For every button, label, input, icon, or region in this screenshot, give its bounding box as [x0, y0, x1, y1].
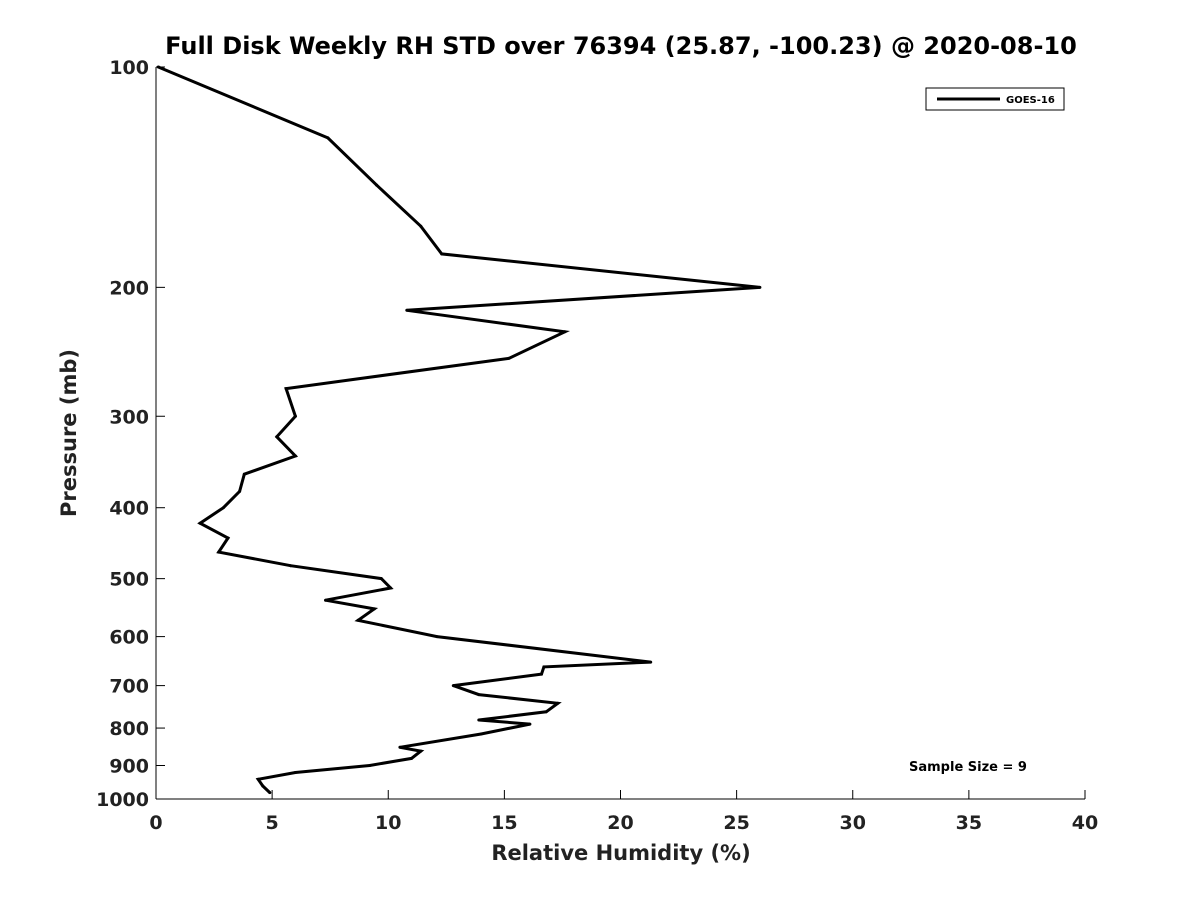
x-tick-label: 15: [491, 812, 517, 834]
data-point: [275, 435, 279, 439]
data-point: [544, 710, 548, 714]
data-point: [261, 784, 265, 788]
data-point: [256, 777, 260, 781]
y-tick-label: 600: [109, 627, 149, 649]
x-tick-label: 30: [840, 812, 866, 834]
data-point: [477, 718, 481, 722]
data-point: [293, 771, 297, 774]
legend: GOES-16: [925, 87, 1065, 111]
data-point: [221, 506, 225, 510]
y-tick-label: 500: [109, 569, 149, 591]
x-tick-label: 10: [375, 812, 401, 834]
data-point: [156, 65, 160, 69]
data-point: [217, 550, 221, 554]
data-point: [410, 756, 413, 760]
data-point: [479, 732, 483, 736]
data-point: [356, 618, 360, 622]
y-tick-label: 800: [109, 718, 149, 740]
data-point: [440, 252, 444, 256]
data-point: [324, 598, 327, 602]
data-point: [649, 660, 653, 664]
x-axis-ticks: 0 5 10 15 20 25 30 35 40: [149, 790, 1098, 834]
data-point: [198, 521, 202, 525]
data-point: [293, 414, 297, 418]
data-point: [419, 224, 423, 228]
data-point: [451, 684, 455, 688]
data-point: [540, 672, 543, 676]
data-point: [268, 791, 272, 795]
y-axis-label: Pressure (mb): [57, 349, 81, 517]
data-point: [405, 308, 409, 312]
chart-title: Full Disk Weekly RH STD over 76394 (25.8…: [165, 32, 1077, 60]
data-point: [238, 489, 242, 493]
data-point: [375, 183, 379, 187]
data-point: [435, 635, 439, 639]
data-point: [368, 764, 372, 767]
y-tick-label: 400: [109, 498, 149, 520]
y-tick-label: 900: [109, 756, 149, 778]
data-point: [398, 745, 402, 749]
data-point: [556, 701, 560, 705]
x-tick-label: 25: [723, 812, 749, 834]
data-point: [389, 586, 393, 590]
x-tick-label: 0: [149, 812, 162, 834]
data-point: [226, 536, 230, 540]
y-tick-label: 700: [109, 676, 149, 698]
x-tick-label: 35: [956, 812, 982, 834]
data-point: [284, 387, 288, 391]
series-points: [156, 65, 762, 795]
data-point: [242, 472, 246, 476]
sample-size-annotation: Sample Size = 9: [909, 760, 1027, 775]
plot-axes: [155, 67, 1085, 800]
data-point: [293, 454, 297, 458]
data-point: [477, 693, 481, 697]
data-point: [542, 665, 546, 669]
y-tick-label: 200: [109, 277, 149, 299]
data-point: [758, 285, 762, 289]
data-point: [563, 330, 567, 334]
y-tick-label: 1000: [96, 789, 149, 811]
data-point: [419, 749, 423, 753]
series-line-goes16: [157, 65, 761, 794]
data-point: [326, 136, 330, 140]
y-tick-label: 100: [109, 57, 149, 79]
data-point: [528, 722, 532, 726]
x-tick-label: 20: [607, 812, 633, 834]
x-tick-label: 40: [1072, 812, 1098, 834]
y-tick-label: 300: [109, 406, 149, 428]
data-point: [379, 577, 383, 581]
x-axis-label: Relative Humidity (%): [491, 841, 750, 865]
data-point: [507, 356, 511, 360]
data-point: [289, 564, 293, 568]
data-point: [372, 607, 376, 611]
y-axis-ticks: 100 200 300 400 500 600 700 800 900 1000: [96, 57, 165, 811]
x-tick-label: 5: [266, 812, 279, 834]
legend-label-goes16: GOES-16: [1006, 95, 1055, 106]
